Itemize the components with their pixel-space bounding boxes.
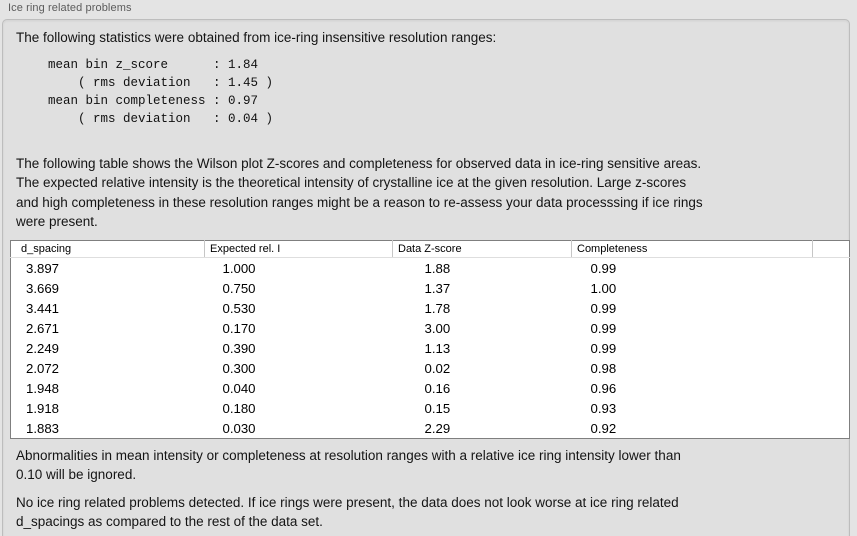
table-cell: 0.16 xyxy=(424,380,451,396)
intro-text: The following statistics were obtained f… xyxy=(16,30,497,45)
column-header[interactable]: Completeness xyxy=(571,240,813,258)
column-header[interactable]: Data Z-score xyxy=(392,240,572,258)
table-cell: 0.040 xyxy=(222,380,256,396)
table-row[interactable]: 2.072 0.300 0.02 0.98 xyxy=(11,358,850,378)
table-cell xyxy=(813,358,850,378)
table-row[interactable]: 1.918 0.180 0.15 0.93 xyxy=(11,398,850,418)
table-cell: 0.180 xyxy=(222,400,256,416)
table-cell: 1.88 xyxy=(424,260,451,276)
stats-summary-block: mean bin z_score : 1.84 ( rms deviation … xyxy=(48,58,274,126)
table-cell: 0.99 xyxy=(590,340,617,356)
table-cell: 3.897 xyxy=(26,260,60,276)
table-header-row: d_spacing Expected rel. I Data Z-score Comp… xyxy=(10,240,850,258)
table-cell xyxy=(813,318,850,338)
table-cell: 0.15 xyxy=(424,400,451,416)
table-cell: 1.948 xyxy=(26,380,60,396)
table-cell xyxy=(813,378,850,398)
table-cell: 0.92 xyxy=(590,420,617,436)
table-cell: 0.530 xyxy=(222,300,256,316)
column-header[interactable] xyxy=(812,240,850,258)
table-cell: 1.918 xyxy=(26,400,60,416)
table-cell: 1.78 xyxy=(424,300,451,316)
ice-ring-table: d_spacing Expected rel. I Data Z-score Comp… xyxy=(10,240,850,439)
table-cell: 0.99 xyxy=(590,260,617,276)
table-cell: 2.29 xyxy=(424,420,451,436)
table-cell: 1.000 xyxy=(222,260,256,276)
table-cell xyxy=(813,398,850,418)
table-row[interactable]: 1.948 0.040 0.16 0.96 xyxy=(11,378,850,398)
column-header[interactable]: d_spacing xyxy=(10,240,205,258)
table-row[interactable]: 2.249 0.390 1.13 0.99 xyxy=(11,338,850,358)
table-cell: 1.37 xyxy=(424,280,451,296)
table-cell: 1.13 xyxy=(424,340,451,356)
table-cell xyxy=(813,278,850,298)
table-cell xyxy=(813,258,850,279)
table-description-text: The following table shows the Wilson plo… xyxy=(16,156,703,230)
table-cell xyxy=(813,418,850,439)
conclusion-text: No ice ring related problems detected. I… xyxy=(16,495,679,530)
table-cell: 0.030 xyxy=(222,420,256,436)
groupbox-title: Ice ring related problems xyxy=(8,2,132,14)
table-cell: 2.249 xyxy=(26,340,60,356)
table-cell: 3.00 xyxy=(424,320,451,336)
table-cell xyxy=(813,298,850,318)
table-row[interactable]: 1.883 0.030 2.29 0.92 xyxy=(11,418,850,439)
table-cell: 0.98 xyxy=(590,360,617,376)
table-cell: 3.441 xyxy=(26,300,60,316)
table-row[interactable]: 3.441 0.530 1.78 0.99 xyxy=(11,298,850,318)
table-cell: 1.883 xyxy=(26,420,60,436)
table-cell: 2.072 xyxy=(26,360,60,376)
table-cell: 1.00 xyxy=(590,280,617,296)
table-row[interactable]: 3.669 0.750 1.37 1.00 xyxy=(11,278,850,298)
table-cell: 0.99 xyxy=(590,300,617,316)
table-cell: 0.390 xyxy=(222,340,256,356)
ignore-rule-text: Abnormalities in mean intensity or compl… xyxy=(16,448,681,483)
ice-ring-table-body: 3.897 1.000 1.88 0.99 3.669 0.750 1.37 1.00 3.44… xyxy=(11,258,850,439)
table-cell: 0.02 xyxy=(424,360,451,376)
table-cell: 0.96 xyxy=(590,380,617,396)
table-row[interactable]: 3.897 1.000 1.88 0.99 xyxy=(11,258,850,279)
table-cell xyxy=(813,338,850,358)
table-cell: 0.300 xyxy=(222,360,256,376)
column-header[interactable]: Expected rel. I xyxy=(204,240,393,258)
table-cell: 0.750 xyxy=(222,280,256,296)
table-cell: 0.170 xyxy=(222,320,256,336)
table-cell: 0.93 xyxy=(590,400,617,416)
table-row[interactable]: 2.671 0.170 3.00 0.99 xyxy=(11,318,850,338)
table-cell: 3.669 xyxy=(26,280,60,296)
table-cell: 0.99 xyxy=(590,320,617,336)
table-cell: 2.671 xyxy=(26,320,60,336)
